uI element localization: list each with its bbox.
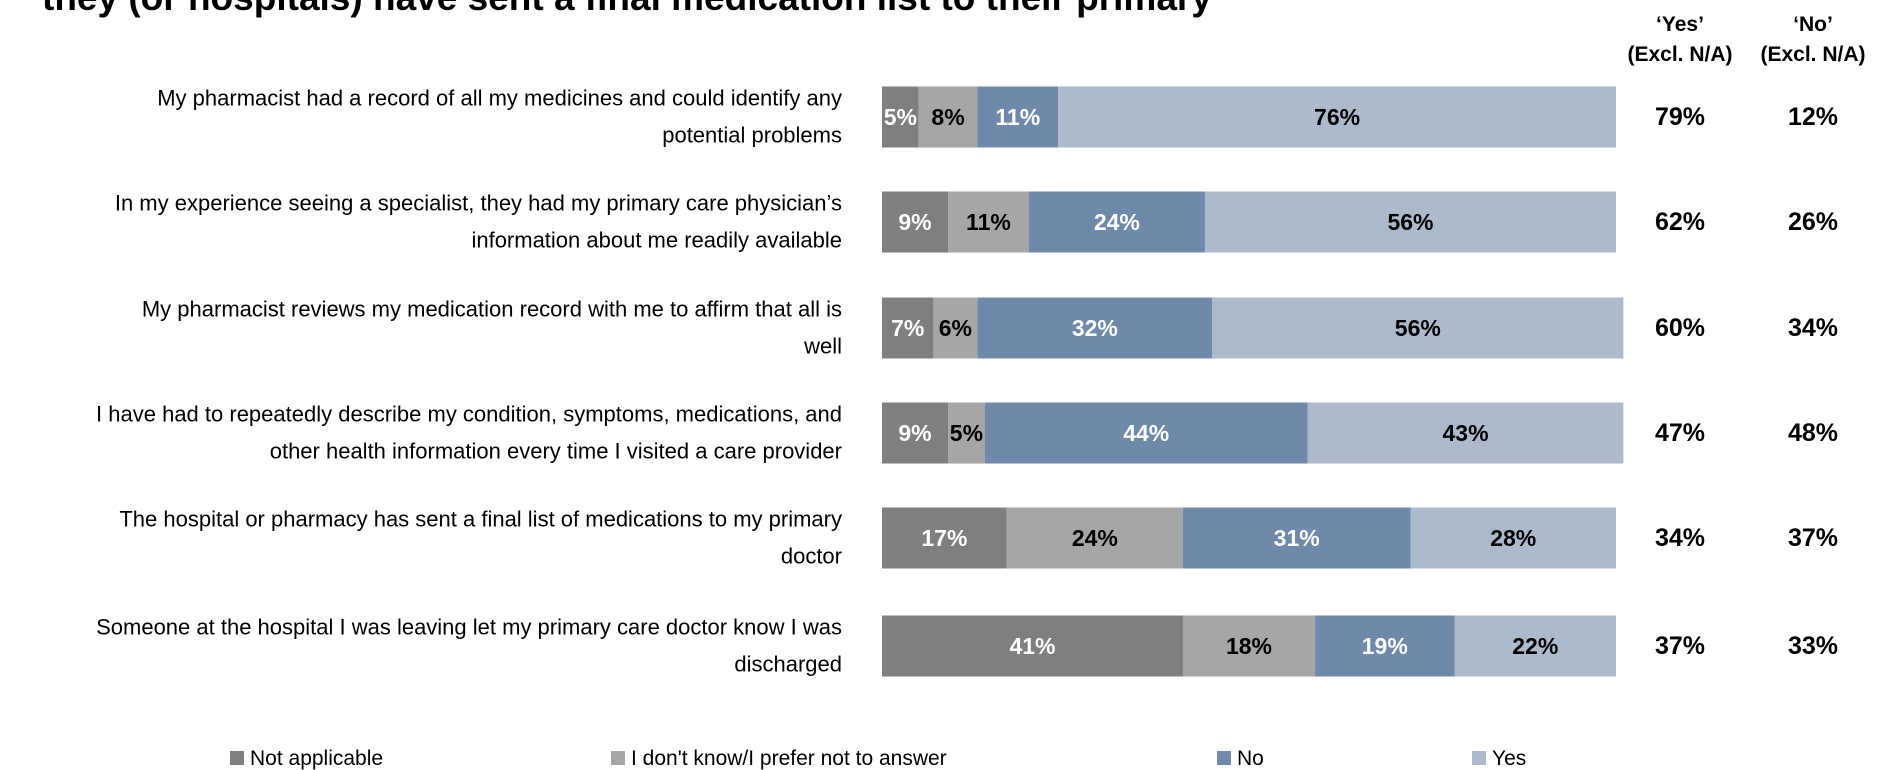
bar-segment xyxy=(882,615,1183,677)
data-label: 5% xyxy=(950,420,983,446)
legend-item-yes: Yes xyxy=(1472,748,1526,770)
bar-segment xyxy=(1410,507,1616,569)
bar-segment xyxy=(977,86,1059,148)
chart-title: they (or hospitals) have sent a final me… xyxy=(42,0,1222,18)
data-label: 5% xyxy=(884,104,917,130)
bar-segment xyxy=(882,86,919,148)
legend-label-no: No xyxy=(1237,747,1264,770)
legend-label-dont-know: I don't know/I prefer not to answer xyxy=(631,747,947,770)
category-label: doctor xyxy=(781,544,842,569)
bar-segment xyxy=(977,297,1213,359)
bar-segment xyxy=(882,507,1007,569)
yes-header-line-2: (Excl. N/A) xyxy=(1627,43,1733,66)
category-label: Someone at the hospital I was leaving le… xyxy=(96,615,842,640)
data-label: 24% xyxy=(1094,209,1140,235)
category-label: My pharmacist had a record of all my med… xyxy=(157,86,842,111)
category-label: other health information every time I vi… xyxy=(270,439,842,464)
category-label: The hospital or pharmacy has sent a fina… xyxy=(119,507,842,532)
bar-segment xyxy=(1028,191,1205,253)
data-label: 31% xyxy=(1274,525,1320,551)
yes-excl-na-value: 60% xyxy=(1655,314,1705,342)
yes-header-line-1: ‘Yes’ xyxy=(1656,13,1704,36)
data-label: 8% xyxy=(931,104,964,130)
legend-label-yes: Yes xyxy=(1492,747,1527,770)
data-label: 6% xyxy=(939,315,972,341)
category-label: In my experience seeing a specialist, th… xyxy=(115,191,842,216)
legend-item-not-applicable: Not applicable xyxy=(230,748,383,770)
yes-excl-na-value: 62% xyxy=(1655,208,1705,236)
yes-excl-na-value: 37% xyxy=(1655,632,1705,660)
data-label: 44% xyxy=(1123,420,1169,446)
bar-segment xyxy=(1212,297,1624,359)
bar-segment xyxy=(918,86,978,148)
bar-segment xyxy=(882,402,949,464)
data-label: 32% xyxy=(1072,315,1118,341)
category-label: My pharmacist reviews my medication reco… xyxy=(142,297,842,322)
bar-segment xyxy=(948,191,1029,253)
category-label: well xyxy=(803,334,842,359)
legend-label-not-applicable: Not applicable xyxy=(250,747,384,770)
data-label: 19% xyxy=(1362,633,1408,659)
data-label: 17% xyxy=(921,525,967,551)
no-excl-na-header: ‘No’ (Excl. N/A) xyxy=(1743,10,1877,70)
category-label: information about me readily available xyxy=(471,228,842,253)
bar-segment xyxy=(1182,615,1316,677)
bar-segment xyxy=(984,402,1308,464)
no-excl-na-value: 33% xyxy=(1788,632,1838,660)
data-label: 76% xyxy=(1314,104,1360,130)
legend-item-no: No xyxy=(1217,748,1264,770)
data-label: 9% xyxy=(898,420,931,446)
no-excl-na-value: 37% xyxy=(1788,524,1838,552)
data-label: 11% xyxy=(995,104,1040,130)
data-label: 18% xyxy=(1226,633,1272,659)
no-header-line-2: (Excl. N/A) xyxy=(1760,43,1866,66)
bar-segment xyxy=(882,191,949,253)
no-excl-na-value: 12% xyxy=(1788,103,1838,131)
data-label: 56% xyxy=(1395,315,1441,341)
bar-segment xyxy=(1182,507,1411,569)
yes-excl-na-value: 34% xyxy=(1655,524,1705,552)
legend-swatch-no xyxy=(1217,751,1231,765)
bar-segment xyxy=(948,402,985,464)
bar-segment xyxy=(933,297,978,359)
no-header-line-1: ‘No’ xyxy=(1793,13,1833,36)
legend-item-dont-know: I don't know/I prefer not to answer xyxy=(611,748,947,770)
legend-swatch-yes xyxy=(1472,751,1486,765)
bar-segment xyxy=(1006,507,1183,569)
bar-segment xyxy=(1307,402,1624,464)
bar-segment xyxy=(882,297,934,359)
yes-excl-na-value: 47% xyxy=(1655,419,1705,447)
bar-segment xyxy=(1058,86,1616,148)
no-excl-na-value: 48% xyxy=(1788,419,1838,447)
bar-segment xyxy=(1315,615,1455,677)
no-excl-na-value: 26% xyxy=(1788,208,1838,236)
data-label: 24% xyxy=(1072,525,1118,551)
legend-swatch-not-applicable xyxy=(230,751,244,765)
yes-excl-na-header: ‘Yes’ (Excl. N/A) xyxy=(1610,10,1750,70)
category-label: I have had to repeatedly describe my con… xyxy=(96,402,842,427)
stacked-bar-chart: My pharmacist had a record of all my med… xyxy=(96,86,1838,677)
data-label: 7% xyxy=(891,315,924,341)
category-label: potential problems xyxy=(662,123,842,148)
data-label: 41% xyxy=(1009,633,1055,659)
data-label: 28% xyxy=(1490,525,1536,551)
data-label: 43% xyxy=(1443,420,1489,446)
yes-excl-na-value: 79% xyxy=(1655,103,1705,131)
data-label: 11% xyxy=(966,209,1011,235)
data-label: 9% xyxy=(898,209,931,235)
data-label: 56% xyxy=(1387,209,1433,235)
category-label: discharged xyxy=(734,652,842,677)
legend-swatch-dont-know xyxy=(611,751,625,765)
data-label: 22% xyxy=(1512,633,1558,659)
bar-segment xyxy=(1454,615,1616,677)
bar-segment xyxy=(1204,191,1616,253)
no-excl-na-value: 34% xyxy=(1788,314,1838,342)
